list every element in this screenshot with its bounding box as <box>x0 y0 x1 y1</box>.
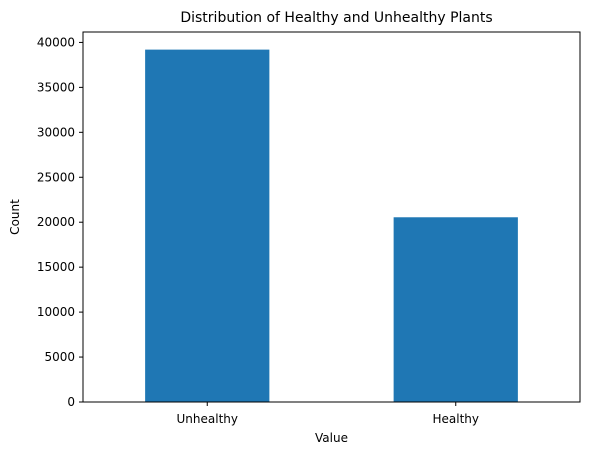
chart-title: Distribution of Healthy and Unhealthy Pl… <box>180 10 492 26</box>
bar-healthy <box>393 217 518 402</box>
y-tick-label: 35000 <box>37 80 75 94</box>
y-tick-label: 15000 <box>37 260 75 274</box>
y-tick-label: 40000 <box>37 35 75 49</box>
y-axis: 0 5000 10000 15000 20000 25000 30000 35000 40000 <box>37 35 83 409</box>
x-tick-label: Healthy <box>432 412 479 426</box>
x-axis-label: Value <box>315 431 348 445</box>
plot-area-frame <box>82 31 581 403</box>
y-tick-label: 20000 <box>37 215 75 229</box>
y-tick-label: 5000 <box>44 350 75 364</box>
y-axis-label: Count <box>8 199 22 235</box>
bar-unhealthy <box>145 49 270 402</box>
y-tick-label: 25000 <box>37 170 75 184</box>
y-tick-label: 30000 <box>37 125 75 139</box>
x-tick-label: Unhealthy <box>177 412 238 426</box>
y-tick-label: 0 <box>67 395 75 409</box>
x-axis: Unhealthy Healthy <box>177 402 479 426</box>
bars-group <box>145 49 518 402</box>
y-tick-label: 10000 <box>37 305 75 319</box>
